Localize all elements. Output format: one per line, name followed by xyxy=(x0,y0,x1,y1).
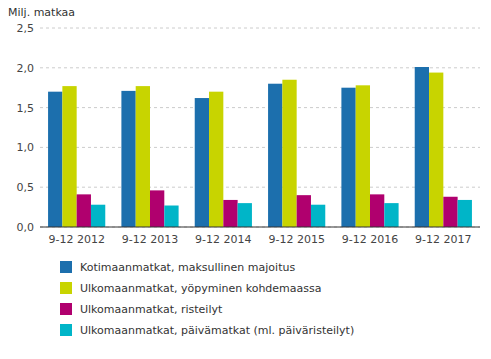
bar xyxy=(91,205,105,227)
bar xyxy=(62,86,76,227)
bar xyxy=(195,98,209,227)
bar xyxy=(268,84,282,227)
legend-label: Kotimaanmatkat, maksullinen majoitus xyxy=(80,261,295,274)
bar xyxy=(238,203,252,227)
bar xyxy=(370,194,384,227)
grid xyxy=(40,28,480,227)
bars xyxy=(48,67,472,227)
y-tick-label: 0,0 xyxy=(17,221,35,234)
bar xyxy=(150,190,164,227)
y-tick-label: 1,5 xyxy=(17,102,35,115)
x-tick-label: 9-12 2015 xyxy=(268,233,324,246)
bar xyxy=(209,92,223,227)
legend-swatch xyxy=(60,282,72,294)
bar xyxy=(136,86,150,227)
grid-line xyxy=(40,147,480,148)
bar xyxy=(48,92,62,227)
legend-swatch xyxy=(60,261,72,273)
bar xyxy=(297,195,311,227)
grid-line xyxy=(40,28,480,29)
y-tick-label: 2,5 xyxy=(17,22,35,35)
bar xyxy=(415,67,429,227)
legend-label: Ulkomaanmatkat, päivämatkat (ml. päiväri… xyxy=(80,324,354,337)
legend-label: Ulkomaanmatkat, yöpyminen kohdemaassa xyxy=(80,282,322,295)
bar xyxy=(311,205,325,227)
grid-line xyxy=(40,67,480,68)
x-tick-label: 9-12 2016 xyxy=(342,233,398,246)
bar xyxy=(282,80,296,227)
bar xyxy=(164,206,178,227)
legend-label: Ulkomaanmatkat, risteilyt xyxy=(80,303,223,316)
chart: Milj. matkaa 0,0 0,5 1,0 1,5 2,0 2,5 9-12 2012 9… xyxy=(0,0,491,359)
bar xyxy=(443,197,457,227)
bar xyxy=(121,91,135,227)
bar xyxy=(384,203,398,227)
legend: Kotimaanmatkat, maksullinen majoitus Ulko… xyxy=(60,261,354,337)
bar xyxy=(223,200,237,227)
y-tick-label: 1,0 xyxy=(17,141,35,154)
y-tick-label: 2,0 xyxy=(17,62,35,75)
x-tick-label: 9-12 2012 xyxy=(48,233,104,246)
grid-line xyxy=(40,227,480,228)
legend-swatch xyxy=(60,324,72,336)
bar xyxy=(356,85,370,227)
y-axis-label: Milj. matkaa xyxy=(8,6,75,19)
bar xyxy=(341,88,355,227)
x-tick-label: 9-12 2013 xyxy=(122,233,178,246)
bar xyxy=(429,73,443,227)
bar xyxy=(77,194,91,227)
y-tick-label: 0,5 xyxy=(17,181,35,194)
legend-swatch xyxy=(60,303,72,315)
x-tick-label: 9-12 2014 xyxy=(195,233,251,246)
x-tick-label: 9-12 2017 xyxy=(415,233,471,246)
grid-line xyxy=(40,187,480,188)
bar xyxy=(458,200,472,227)
grid-line xyxy=(40,107,480,108)
x-axis xyxy=(40,227,480,228)
